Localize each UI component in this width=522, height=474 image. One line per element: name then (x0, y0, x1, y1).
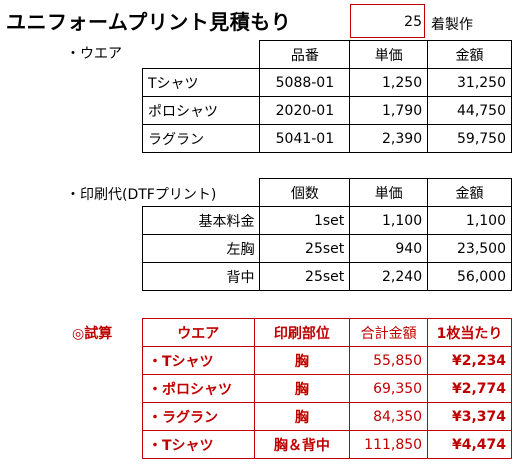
print-amount-cell[interactable]: 23,500 (427, 234, 512, 263)
estimate-per-unit-cell[interactable]: ¥4,474 (427, 430, 512, 459)
estimate-wear-cell[interactable]: ・ポロシャツ (142, 374, 255, 403)
estimate-wear-cell[interactable]: ・Tシャツ (142, 430, 255, 459)
wear-code-cell[interactable]: 2020-01 (259, 96, 351, 125)
estimate-header-per-unit: 1枚当たり (427, 318, 512, 347)
print-header-price: 単価 (349, 178, 429, 207)
wear-amount-cell[interactable]: 44,750 (427, 96, 512, 125)
print-amount-cell[interactable]: 56,000 (427, 262, 512, 291)
print-qty-cell[interactable]: 25set (259, 262, 351, 291)
estimate-per-unit-cell[interactable]: ¥2,234 (427, 346, 512, 375)
estimate-header-total: 合計金額 (349, 318, 429, 347)
wear-code-cell[interactable]: 5088-01 (259, 68, 351, 97)
estimate-table: ウエア 印刷部位 合計金額 1枚当たり ・Tシャツ 胸 55,850 ¥2,23… (142, 318, 512, 459)
table-row: Tシャツ 5088-01 1,250 31,250 (141, 68, 512, 97)
wear-amount-cell[interactable]: 59,750 (427, 124, 512, 153)
print-table-header: 個数 単価 金額 (143, 178, 512, 207)
estimate-header-position: 印刷部位 (253, 318, 351, 347)
wear-name-cell[interactable]: Tシャツ (141, 68, 261, 97)
estimate-position-cell[interactable]: 胸 (253, 374, 351, 403)
estimate-wear-cell[interactable]: ・ラグラン (142, 402, 255, 431)
wear-header-code: 品番 (259, 40, 351, 69)
print-price-cell[interactable]: 2,240 (349, 262, 429, 291)
wear-section-label: ・ウエア (66, 46, 122, 62)
table-row: ポロシャツ 2020-01 1,790 44,750 (141, 96, 512, 125)
wear-amount-cell[interactable]: 31,250 (427, 68, 512, 97)
table-row: ラグラン 5041-01 2,390 59,750 (141, 124, 512, 153)
wear-header-amount: 金額 (427, 40, 512, 69)
table-row: 背中 25set 2,240 56,000 (141, 262, 512, 291)
wear-table: 品番 単価 金額 Tシャツ 5088-01 1,250 31,250 ポロシャツ… (141, 40, 512, 153)
page-title: ユニフォームプリント見積もり (6, 10, 292, 34)
print-table: 個数 単価 金額 基本料金 1set 1,100 1,100 左胸 25set … (141, 178, 512, 291)
print-qty-cell[interactable]: 25set (259, 234, 351, 263)
wear-table-header: 品番 単価 金額 (143, 40, 512, 69)
wear-price-cell[interactable]: 1,250 (349, 68, 429, 97)
wear-price-cell[interactable]: 1,790 (349, 96, 429, 125)
estimate-per-unit-cell[interactable]: ¥2,774 (427, 374, 512, 403)
estimate-wear-cell[interactable]: ・Tシャツ (142, 346, 255, 375)
quantity-value: 25 (404, 14, 422, 30)
estimate-total-cell[interactable]: 55,850 (349, 346, 429, 375)
table-row: ・Tシャツ 胸＆背中 111,850 ¥4,474 (142, 430, 512, 459)
estimate-total-cell[interactable]: 84,350 (349, 402, 429, 431)
quantity-unit: 着製作 (431, 17, 473, 33)
print-price-cell[interactable]: 1,100 (349, 206, 429, 235)
print-header-blank (143, 179, 260, 207)
wear-price-cell[interactable]: 2,390 (349, 124, 429, 153)
print-header-qty: 個数 (259, 178, 351, 207)
wear-name-cell[interactable]: ラグラン (141, 124, 261, 153)
print-name-cell[interactable]: 基本料金 (141, 206, 261, 235)
table-row: 基本料金 1set 1,100 1,100 (141, 206, 512, 235)
estimate-header-wear: ウエア (142, 318, 255, 347)
estimate-table-header: ウエア 印刷部位 合計金額 1枚当たり (142, 318, 512, 347)
wear-header-price: 単価 (349, 40, 429, 69)
print-qty-cell[interactable]: 1set (259, 206, 351, 235)
table-row: ・ポロシャツ 胸 69,350 ¥2,774 (142, 374, 512, 403)
print-section-label: ・印刷代(DTFプリント) (66, 187, 217, 203)
print-amount-cell[interactable]: 1,100 (427, 206, 512, 235)
estimate-total-cell[interactable]: 111,850 (349, 430, 429, 459)
print-header-amount: 金額 (427, 178, 512, 207)
estimate-per-unit-cell[interactable]: ¥3,374 (427, 402, 512, 431)
estimate-section-label: ◎試算 (72, 326, 113, 342)
wear-code-cell[interactable]: 5041-01 (259, 124, 351, 153)
estimate-position-cell[interactable]: 胸 (253, 402, 351, 431)
quantity-cell[interactable] (350, 4, 425, 38)
wear-name-cell[interactable]: ポロシャツ (141, 96, 261, 125)
table-row: 左胸 25set 940 23,500 (141, 234, 512, 263)
estimate-position-cell[interactable]: 胸 (253, 346, 351, 375)
table-row: ・Tシャツ 胸 55,850 ¥2,234 (142, 346, 512, 375)
estimate-total-cell[interactable]: 69,350 (349, 374, 429, 403)
print-name-cell[interactable]: 左胸 (141, 234, 261, 263)
table-row: ・ラグラン 胸 84,350 ¥3,374 (142, 402, 512, 431)
estimate-position-cell[interactable]: 胸＆背中 (253, 430, 351, 459)
print-name-cell[interactable]: 背中 (141, 262, 261, 291)
print-price-cell[interactable]: 940 (349, 234, 429, 263)
wear-header-blank (143, 41, 260, 69)
